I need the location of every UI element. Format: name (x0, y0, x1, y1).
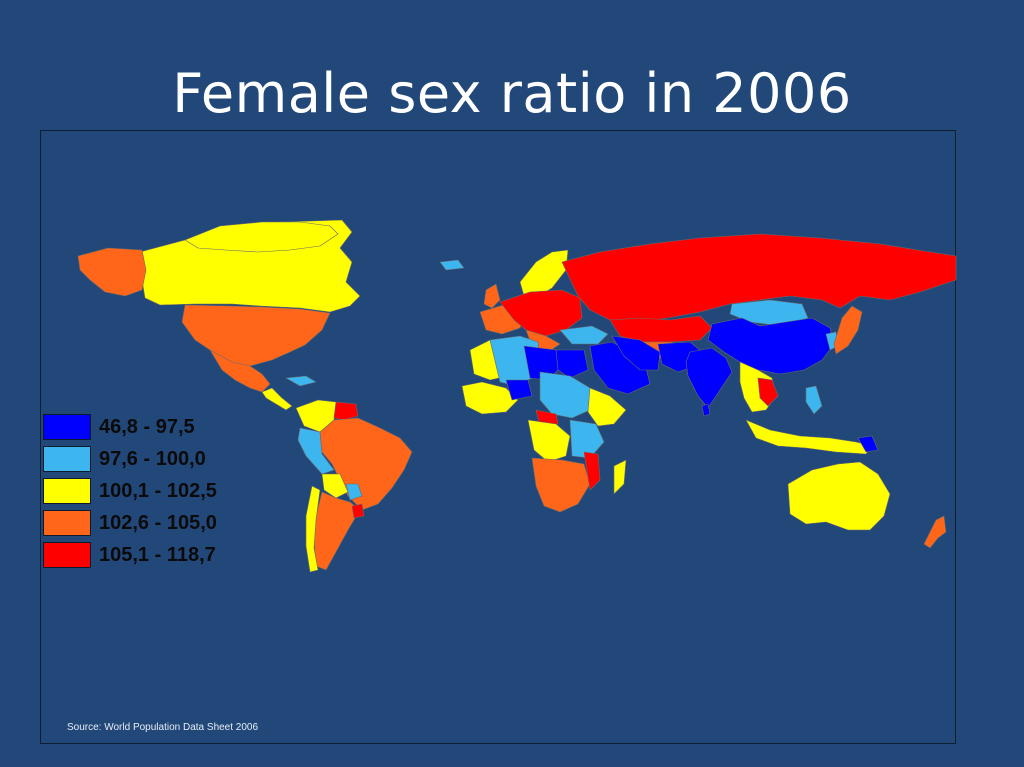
region-indonesia (745, 419, 873, 455)
region-central-eastern-europe (499, 289, 583, 337)
region-australia (787, 461, 891, 531)
region-central-america (261, 387, 293, 411)
region-congo (527, 419, 571, 463)
region-greenland (184, 221, 339, 253)
region-argentina (313, 491, 361, 571)
region-brazil (319, 417, 413, 511)
region-japan (833, 305, 863, 355)
region-mexico (209, 349, 271, 393)
region-west-africa (461, 381, 519, 415)
region-niger (505, 379, 533, 401)
region-indochina (757, 377, 779, 407)
legend-label: 100,1 - 102,5 (99, 480, 217, 502)
legend-swatch (43, 478, 91, 504)
region-caribbean (285, 375, 317, 387)
region-papua-new-guinea (857, 435, 879, 453)
region-philippines (805, 385, 823, 415)
region-alaska (77, 247, 147, 297)
region-venezuela (333, 401, 359, 421)
region-mozambique (583, 451, 601, 491)
legend-swatch (43, 446, 91, 472)
region-uruguay (351, 503, 365, 519)
legend-label: 46,8 - 97,5 (99, 416, 195, 438)
region-paraguay (345, 483, 363, 501)
region-turkey (559, 325, 609, 345)
region-chad-sudan (539, 371, 591, 419)
region-egypt (555, 349, 589, 379)
legend-label: 102,6 - 105,0 (99, 512, 217, 534)
region-china (707, 317, 835, 375)
source-note: Source: World Population Data Sheet 2006 (67, 722, 259, 733)
region-horn-of-africa (587, 387, 627, 427)
legend-label: 105,1 - 118,7 (99, 544, 216, 566)
region-india (685, 347, 733, 409)
legend-swatch (43, 510, 91, 536)
region-chile (305, 485, 321, 573)
region-madagascar (613, 459, 627, 495)
legend-label: 97,6 - 100,0 (99, 448, 206, 470)
region-iran (611, 335, 661, 371)
region-sri-lanka (701, 403, 711, 417)
region-east-africa (569, 419, 605, 459)
region-uk (483, 283, 501, 309)
region-usa (181, 304, 331, 367)
slide-title: Female sex ratio in 2006 (172, 62, 852, 125)
region-bolivia (321, 473, 349, 499)
legend-swatch (43, 542, 91, 568)
region-iceland (439, 259, 465, 271)
region-southern-africa (531, 457, 591, 513)
legend-swatch (43, 414, 91, 440)
region-new-zealand (923, 515, 947, 549)
